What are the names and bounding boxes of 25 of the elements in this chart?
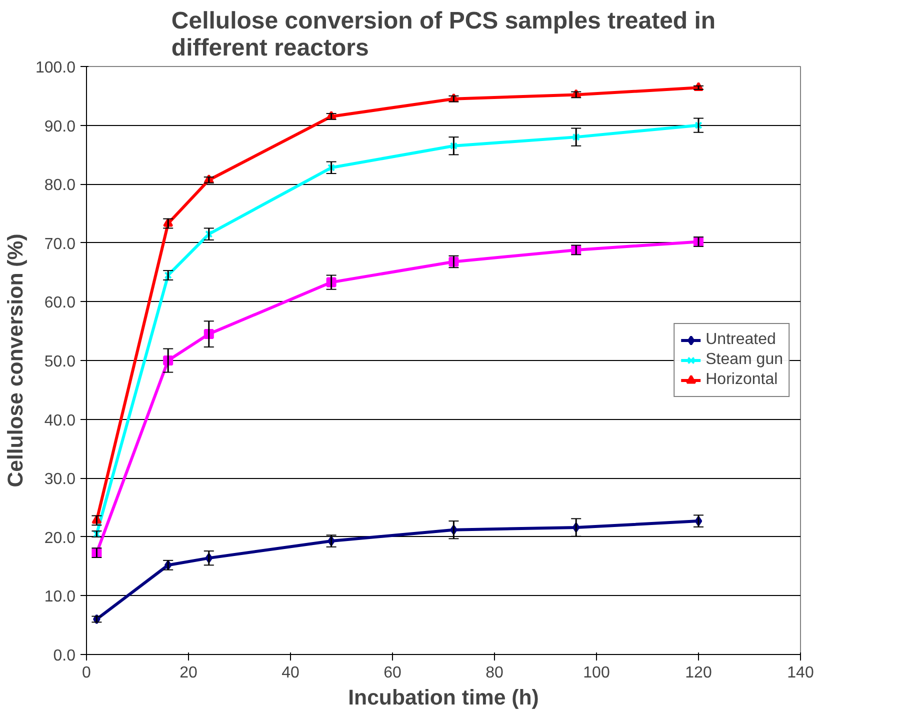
y-tick-label: 80.0 <box>44 177 76 194</box>
y-tick-label: 20.0 <box>44 530 76 547</box>
y-axis-title: Cellulose conversion (%) <box>3 234 28 488</box>
x-tick-label: 80 <box>486 664 504 682</box>
x-tick-label: 40 <box>282 664 300 682</box>
x-tick-label: 140 <box>787 664 814 682</box>
y-tick-label: 40.0 <box>44 412 76 430</box>
x-tick-label: 100 <box>583 664 610 682</box>
x-tick-label: 0 <box>82 664 92 682</box>
legend-label: Untreated <box>706 331 776 349</box>
y-tick-label: 10.0 <box>44 588 76 606</box>
y-tick-label: 60.0 <box>44 294 76 312</box>
chart-title: Cellulose conversion of PCS samples treated in different reactors <box>171 8 716 62</box>
y-tick-label: 30.0 <box>44 471 76 488</box>
x-axis-title: Incubation time (h) <box>348 686 539 710</box>
x-tick-label: 120 <box>685 664 712 682</box>
x-tick-label: 60 <box>384 664 402 682</box>
y-tick-label: 90.0 <box>44 118 76 136</box>
legend-label: Horizontal <box>706 371 778 389</box>
x-tick-label: 20 <box>180 664 198 682</box>
y-tick-label: 100.0 <box>35 60 76 76</box>
y-tick-label: 70.0 <box>44 236 76 253</box>
legend-label: Steam gun <box>706 351 783 369</box>
y-tick-label: 50.0 <box>44 354 76 370</box>
y-tick-label: 0.0 <box>53 648 76 664</box>
